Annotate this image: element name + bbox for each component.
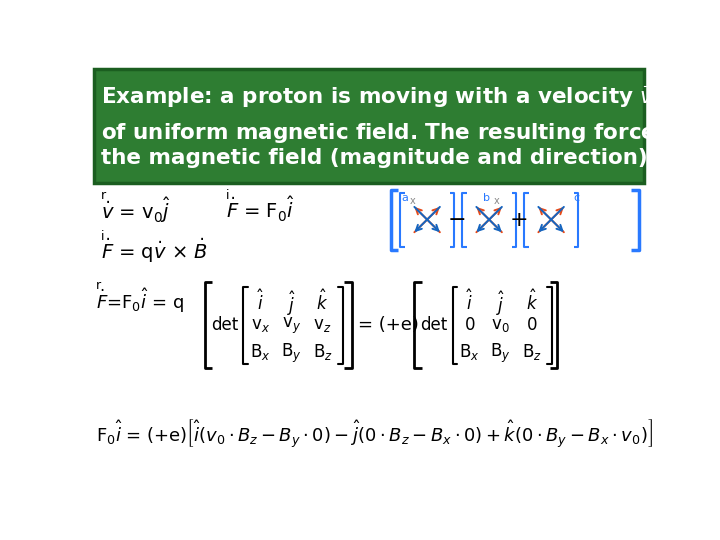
Text: $\hat{k}$: $\hat{k}$ xyxy=(316,289,328,314)
Text: $\dot{F}$ = q$\dot{v}$ $\times$ $\dot{B}$: $\dot{F}$ = q$\dot{v}$ $\times$ $\dot{B}… xyxy=(101,237,207,265)
Text: v$_y$: v$_y$ xyxy=(282,316,301,336)
Text: $\dot{F}$=F$_0\hat{i}$ = q: $\dot{F}$=F$_0\hat{i}$ = q xyxy=(96,287,184,315)
Text: = (+e): = (+e) xyxy=(358,316,419,334)
Text: x: x xyxy=(409,197,415,206)
Text: v$_z$: v$_z$ xyxy=(313,316,332,334)
Text: det: det xyxy=(420,316,447,334)
Text: B$_x$: B$_x$ xyxy=(251,342,271,362)
Text: c: c xyxy=(574,193,580,204)
Text: B$_y$: B$_y$ xyxy=(490,342,511,365)
Text: B$_y$: B$_y$ xyxy=(282,342,302,365)
Text: r: r xyxy=(101,189,106,202)
Text: the magnetic field (magnitude and direction)?: the magnetic field (magnitude and direct… xyxy=(101,148,660,168)
Text: 0: 0 xyxy=(526,316,537,334)
Text: −: − xyxy=(448,210,467,230)
Text: $\dot{v}$ = v$_0\hat{j}$: $\dot{v}$ = v$_0\hat{j}$ xyxy=(101,195,171,225)
Text: $\dot{F}$ = F$_0\hat{i}$: $\dot{F}$ = F$_0\hat{i}$ xyxy=(225,195,294,224)
Text: b: b xyxy=(482,193,490,204)
Text: +: + xyxy=(510,210,528,230)
Text: i: i xyxy=(101,231,104,244)
Text: F$_0\hat{i}$ = (+e)$\left[\hat{i}(v_0 \cdot B_z - B_y \cdot 0) - \hat{j}(0 \cdot: F$_0\hat{i}$ = (+e)$\left[\hat{i}(v_0 \c… xyxy=(96,417,653,450)
Text: B$_z$: B$_z$ xyxy=(522,342,541,362)
Text: r: r xyxy=(96,279,102,292)
Text: B$_x$: B$_x$ xyxy=(459,342,480,362)
Text: v$_0$: v$_0$ xyxy=(492,316,510,334)
Text: of uniform magnetic field. The resulting force is $\vec{F}$ = F$_0\hat{i}$. What: of uniform magnetic field. The resulting… xyxy=(101,114,720,146)
Text: $\hat{i}$: $\hat{i}$ xyxy=(466,289,474,314)
FancyBboxPatch shape xyxy=(94,69,644,183)
Text: 0: 0 xyxy=(464,316,475,334)
Text: x: x xyxy=(494,197,500,206)
Text: v$_x$: v$_x$ xyxy=(251,316,270,334)
Text: $\hat{k}$: $\hat{k}$ xyxy=(526,289,538,314)
Text: $\hat{j}$: $\hat{j}$ xyxy=(496,289,505,318)
Text: a: a xyxy=(402,193,408,204)
Text: i: i xyxy=(225,189,229,202)
Text: $\hat{j}$: $\hat{j}$ xyxy=(287,289,296,318)
Text: Example: a proton is moving with a velocity $\vec{v}$ = v$_0\hat{j}$ in a region: Example: a proton is moving with a veloc… xyxy=(101,79,720,110)
Text: B$_z$: B$_z$ xyxy=(312,342,333,362)
Text: det: det xyxy=(211,316,238,334)
Text: $\hat{i}$: $\hat{i}$ xyxy=(257,289,264,314)
